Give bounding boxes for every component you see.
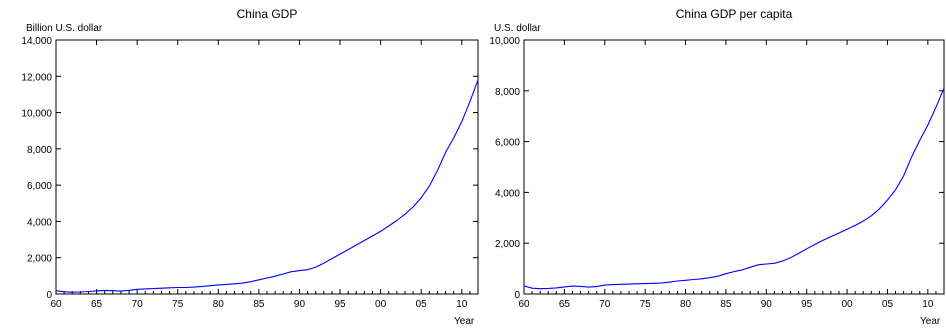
y-tick-label: 6,000 [495, 138, 520, 149]
y-tick-label: 4,000 [27, 217, 52, 228]
chart-title: China GDP per capita [676, 7, 793, 21]
x-tick-label: 05 [882, 299, 894, 310]
x-tick-label: 80 [680, 299, 692, 310]
x-tick-label: 70 [599, 299, 611, 310]
chart-panel-2: China GDP per capita U.S. dollar 0 2,000 4,0… [489, 7, 945, 327]
x-axis-label: Year [454, 316, 475, 327]
x-tick-label: 60 [50, 299, 62, 310]
x-tick-label: 95 [334, 299, 346, 310]
y-axis-label: Billion U.S. dollar [26, 23, 103, 34]
x-tick-label: 85 [253, 299, 265, 310]
series-line [523, 88, 945, 290]
y-tick-label: 4,000 [495, 188, 520, 199]
y-tick-label: 14,000 [21, 36, 52, 47]
x-tick-label: 05 [416, 299, 428, 310]
y-tick-label: 8,000 [27, 145, 52, 156]
x-tick-label: 75 [172, 299, 184, 310]
y-tick-label: 2,000 [495, 239, 520, 250]
x-tick-label: 65 [559, 299, 571, 310]
x-tick-label: 65 [91, 299, 103, 310]
x-tick-label: 00 [375, 299, 387, 310]
x-tick-label: 90 [294, 299, 306, 310]
x-tick-label: 00 [842, 299, 854, 310]
x-tick-label: 10 [456, 299, 468, 310]
series-line [55, 79, 479, 293]
x-tick-label: 60 [518, 299, 530, 310]
y-tick-label: 2,000 [27, 254, 52, 265]
y-tick-label: 10,000 [489, 36, 520, 47]
y-tick-label: 0 [514, 290, 520, 301]
plot-frame [523, 39, 945, 295]
y-tick-label: 10,000 [21, 109, 52, 120]
chart-panel-1: China GDP Billion U.S. dollar 0 2,000 4,000 6… [21, 7, 479, 327]
x-tick-label: 10 [922, 299, 934, 310]
y-tick-label: 12,000 [21, 72, 52, 83]
y-tick-label: 0 [46, 290, 52, 301]
x-tick-label: 70 [132, 299, 144, 310]
chart-title: China GDP [237, 7, 298, 21]
y-tick-label: 8,000 [495, 87, 520, 98]
x-tick-label: 90 [761, 299, 773, 310]
x-tick-label: 95 [801, 299, 813, 310]
y-axis-label: U.S. dollar [494, 23, 541, 34]
x-tick-label: 85 [720, 299, 732, 310]
x-tick-label: 75 [640, 299, 652, 310]
plot-frame [55, 39, 479, 295]
x-tick-label: 80 [213, 299, 225, 310]
x-axis-label: Year [920, 316, 941, 327]
y-tick-label: 6,000 [27, 181, 52, 192]
